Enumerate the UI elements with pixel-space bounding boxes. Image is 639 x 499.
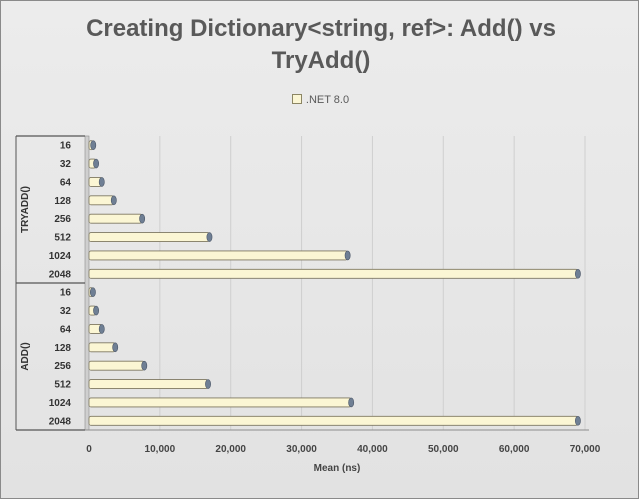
bar — [88, 342, 116, 353]
x-tick-label: 40,000 — [357, 444, 388, 455]
category-label: 512 — [54, 233, 71, 244]
category-label: 256 — [54, 361, 71, 372]
x-axis-label: Mean (ns) — [314, 463, 361, 474]
x-tick-label: 70,000 — [570, 444, 601, 455]
category-label: 2048 — [49, 416, 72, 427]
legend-swatch — [291, 94, 302, 104]
category-label: 32 — [60, 306, 72, 317]
bar-end-cap — [112, 342, 119, 353]
bar-end-cap — [98, 177, 105, 187]
bar-end-cap — [348, 397, 355, 408]
bar-end-cap — [93, 305, 99, 316]
bar-end-cap — [575, 269, 581, 279]
bar-end-cap — [98, 324, 105, 334]
bar — [88, 397, 352, 408]
bar-end-cap — [139, 213, 146, 224]
category-label: 512 — [54, 380, 71, 391]
category-label: 32 — [60, 159, 72, 170]
category-label: 16 — [60, 141, 72, 152]
x-tick-label: 0 — [86, 444, 92, 455]
category-label: 1024 — [49, 398, 72, 409]
x-tick-label: 50,000 — [428, 444, 459, 455]
group-label: TRYADD() — [20, 186, 31, 233]
bar — [88, 195, 115, 206]
legend-label: .NET 8.0 — [305, 94, 350, 106]
x-tick-label: 10,000 — [145, 444, 176, 455]
x-tick-label: 30,000 — [286, 444, 317, 455]
bar — [88, 268, 579, 279]
category-label: 64 — [60, 324, 72, 335]
bar-end-cap — [205, 379, 211, 389]
category-label: 1024 — [49, 251, 72, 262]
bar-end-cap — [575, 416, 581, 426]
category-label: 2048 — [49, 269, 72, 280]
axis-wall — [84, 135, 90, 431]
bar — [88, 379, 209, 389]
x-tick-label: 20,000 — [215, 444, 246, 455]
bar-end-cap — [344, 250, 351, 261]
bar-end-cap — [206, 232, 213, 242]
chart-title: Creating Dictionary<string, ref>: Add() … — [86, 15, 556, 74]
category-label: 128 — [54, 196, 71, 207]
category-label: 64 — [60, 177, 72, 188]
bar-end-cap — [110, 195, 117, 206]
group-label: ADD() — [20, 342, 31, 370]
bar-end-cap — [90, 140, 97, 150]
bar-end-cap — [141, 360, 148, 371]
category-label: 128 — [54, 343, 71, 354]
category-label: 16 — [60, 288, 72, 299]
x-tick-label: 60,000 — [499, 444, 530, 455]
bar — [88, 232, 210, 242]
legend: .NET 8.0 — [1, 94, 639, 106]
bar-end-cap — [89, 287, 96, 297]
bar — [88, 360, 145, 371]
bar — [88, 213, 143, 224]
bar — [88, 250, 349, 261]
bar-end-cap — [93, 158, 99, 169]
category-label: 256 — [54, 214, 71, 225]
bar — [88, 415, 579, 426]
